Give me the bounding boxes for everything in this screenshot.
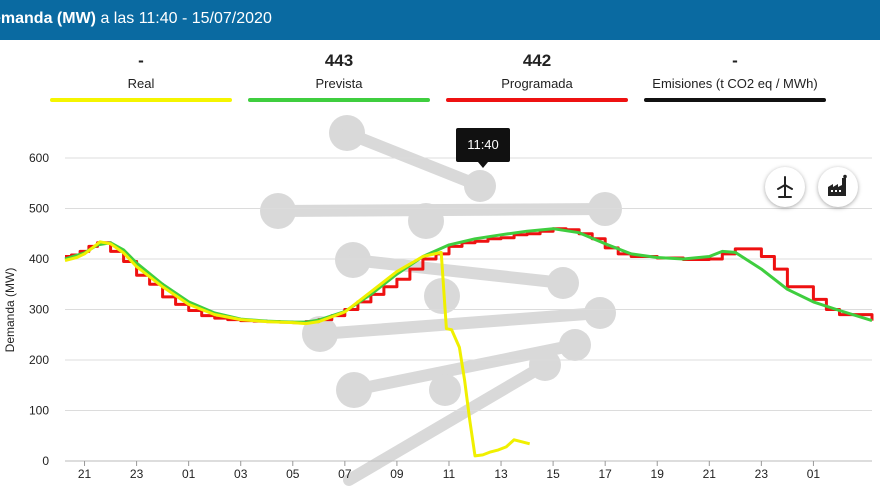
y-tick-label: 0 bbox=[42, 454, 49, 468]
y-axis-label: Demanda (MW) bbox=[3, 268, 17, 353]
wind-turbine-icon bbox=[777, 176, 793, 198]
stat-prevista[interactable]: 443 Prevista bbox=[248, 50, 430, 102]
x-tick-label: 03 bbox=[234, 467, 248, 481]
time-tooltip: 11:40 bbox=[456, 128, 510, 168]
stat-prevista-value: 443 bbox=[324, 51, 354, 70]
stat-programada[interactable]: 442 Programada bbox=[446, 50, 628, 102]
title-rest: a las 11:40 - 15/07/2020 bbox=[96, 10, 272, 27]
x-tick-label: 09 bbox=[390, 467, 404, 481]
stat-emisiones-bar bbox=[644, 98, 826, 102]
x-tick-label: 19 bbox=[651, 467, 665, 481]
watermark-logo bbox=[260, 115, 622, 486]
stat-real[interactable]: - Real bbox=[50, 50, 232, 102]
x-tick-label: 21 bbox=[78, 467, 92, 481]
x-tick-label: 01 bbox=[807, 467, 821, 481]
stat-real-bar bbox=[50, 98, 232, 102]
x-tick-label: 23 bbox=[755, 467, 769, 481]
x-tick-label: 07 bbox=[338, 467, 352, 481]
factory-icon bbox=[828, 174, 847, 196]
series-line-programada bbox=[65, 227, 874, 325]
header-bar: emanda (MW) a las 11:40 - 15/07/2020 bbox=[0, 0, 880, 40]
series-line-prevista bbox=[64, 227, 873, 324]
x-tick-label: 05 bbox=[286, 467, 300, 481]
stat-prevista-bar bbox=[248, 98, 430, 102]
x-tick-label: 13 bbox=[494, 467, 508, 481]
series-line-real bbox=[64, 240, 531, 458]
stat-programada-bar bbox=[446, 98, 628, 102]
y-tick-label: 400 bbox=[29, 252, 49, 266]
x-tick-label: 11 bbox=[443, 467, 456, 481]
stat-real-label: Real bbox=[127, 76, 155, 91]
y-tick-label: 600 bbox=[29, 151, 49, 165]
y-tick-label: 300 bbox=[29, 303, 49, 317]
stat-real-value: - bbox=[138, 51, 144, 70]
renewables-toggle-button[interactable] bbox=[765, 167, 805, 207]
y-tick-label: 200 bbox=[29, 353, 49, 367]
page-title: emanda (MW) a las 11:40 - 15/07/2020 bbox=[0, 10, 272, 28]
y-tick-label: 500 bbox=[29, 202, 49, 216]
x-tick-label: 21 bbox=[703, 467, 717, 481]
stat-emisiones-label: Emisiones (t CO2 eq / MWh) bbox=[652, 76, 818, 91]
x-tick-label: 01 bbox=[182, 467, 196, 481]
y-tick-label: 100 bbox=[29, 404, 49, 418]
conventional-toggle-button[interactable] bbox=[818, 167, 858, 207]
stat-emisiones-value: - bbox=[732, 51, 738, 70]
title-bold: emanda (MW) bbox=[0, 10, 96, 27]
stat-emisiones[interactable]: - Emisiones (t CO2 eq / MWh) bbox=[644, 50, 826, 102]
x-axis: 21 23 01 03 05 07 09 11 13 15 17 19 21 23 01 bbox=[78, 461, 821, 481]
x-tick-label: 17 bbox=[598, 467, 612, 481]
x-tick-label: 15 bbox=[546, 467, 560, 481]
stat-programada-value: 442 bbox=[522, 51, 552, 70]
stat-programada-label: Programada bbox=[501, 76, 573, 91]
stat-prevista-label: Prevista bbox=[315, 76, 363, 91]
y-axis: 0 100 200 300 400 500 600 bbox=[29, 151, 49, 468]
x-tick-label: 23 bbox=[130, 467, 144, 481]
chart-series bbox=[64, 227, 874, 458]
